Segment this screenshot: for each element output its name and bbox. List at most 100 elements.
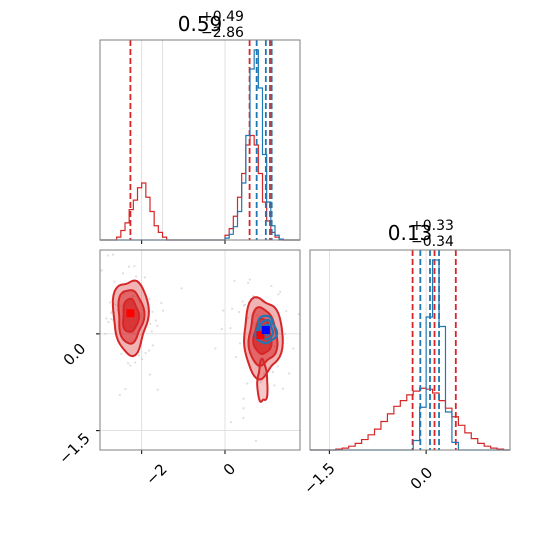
sample-dot bbox=[100, 269, 103, 272]
sample-dot bbox=[161, 309, 165, 312]
sample-dot bbox=[127, 265, 130, 268]
sample-dot bbox=[118, 393, 121, 397]
sample-dot bbox=[246, 316, 249, 320]
sample-dot bbox=[180, 287, 183, 290]
sample-dot bbox=[288, 372, 291, 375]
sample-dot bbox=[220, 327, 223, 331]
sample-dot bbox=[144, 352, 147, 355]
sample-dot bbox=[111, 253, 115, 256]
sample-dot bbox=[114, 303, 117, 306]
sample-dot bbox=[107, 321, 110, 324]
title-param1-minus: −2.86 bbox=[201, 25, 244, 41]
panel-joint-contour bbox=[96, 250, 301, 454]
sample-dot bbox=[229, 327, 232, 330]
panel-param2-hist: 0.13 +0.33 −0.34 bbox=[310, 218, 510, 454]
xtick-joint-0: 0 bbox=[220, 460, 239, 479]
sample-dot bbox=[104, 332, 107, 335]
sample-dot bbox=[297, 313, 301, 316]
ytick-joint-neg1.5: −1.5 bbox=[55, 429, 93, 467]
panel-param1-hist: 0.59 +0.49 −2.86 bbox=[100, 9, 300, 244]
sample-dot bbox=[105, 317, 108, 320]
sample-dot bbox=[156, 324, 159, 327]
sample-dot bbox=[238, 342, 242, 345]
param2-hist-series-1 bbox=[310, 259, 510, 451]
blue-contour-level0 bbox=[254, 314, 279, 345]
sample-dot bbox=[285, 309, 288, 313]
sample-dot bbox=[242, 416, 245, 419]
sample-dot bbox=[254, 439, 258, 443]
sample-dot bbox=[107, 254, 110, 257]
sample-dot bbox=[281, 387, 284, 390]
blue-contour-level2 bbox=[260, 323, 271, 337]
red-peak-marker-0 bbox=[126, 309, 135, 318]
sample-dot bbox=[148, 373, 152, 376]
sample-dot bbox=[241, 300, 244, 303]
sample-dot bbox=[135, 275, 138, 278]
sample-dot bbox=[270, 284, 273, 288]
sample-dot bbox=[273, 384, 276, 387]
param2-hist-series-0 bbox=[310, 387, 510, 451]
sample-dot bbox=[154, 319, 158, 322]
sample-dot bbox=[292, 347, 295, 350]
blue-peak-marker-0 bbox=[261, 326, 270, 334]
sample-dot bbox=[110, 311, 113, 315]
title-param2-median: 0.13 bbox=[388, 221, 433, 245]
sample-dot bbox=[214, 347, 217, 350]
sample-dot bbox=[151, 310, 154, 313]
sample-dot bbox=[156, 388, 159, 391]
ytick-joint-0.0: 0.0 bbox=[60, 340, 90, 370]
sample-dot bbox=[229, 421, 233, 424]
sample-dot bbox=[124, 387, 127, 391]
sample-dot bbox=[126, 362, 130, 365]
sample-dot bbox=[151, 344, 154, 347]
tick-labels: −2 0 −1.5 0.0 −1.5 0.0 bbox=[55, 340, 436, 498]
sample-dot bbox=[246, 382, 249, 385]
sample-dot bbox=[137, 354, 141, 357]
sample-dot bbox=[259, 381, 262, 384]
sample-dot bbox=[222, 309, 225, 312]
title-param2-plus: +0.33 bbox=[411, 218, 454, 234]
panel-param1-frame bbox=[99, 39, 301, 241]
sample-dot bbox=[234, 356, 238, 359]
sample-dot bbox=[248, 278, 251, 281]
sample-dot bbox=[279, 290, 282, 293]
panel-joint-frame bbox=[99, 249, 301, 451]
sample-dot bbox=[260, 379, 264, 382]
sample-dot bbox=[148, 297, 151, 301]
sample-dot bbox=[233, 279, 236, 282]
sample-dot bbox=[120, 352, 123, 355]
title-param2-minus: −0.34 bbox=[411, 234, 454, 250]
xtick-param2-0.0: 0.0 bbox=[407, 464, 437, 494]
sample-dot bbox=[276, 365, 279, 368]
title-param1: 0.59 bbox=[178, 12, 223, 36]
sample-dot bbox=[271, 370, 274, 373]
sample-dot bbox=[150, 330, 153, 333]
blue-contour-level1 bbox=[257, 318, 275, 341]
sample-dot bbox=[238, 310, 241, 314]
sample-dot bbox=[247, 281, 250, 284]
title-param1-plus: +0.49 bbox=[201, 9, 244, 25]
sample-dot bbox=[277, 293, 280, 296]
sample-dot bbox=[149, 322, 152, 326]
xtick-param2-neg1.5: −1.5 bbox=[300, 459, 338, 497]
sample-dot bbox=[242, 407, 245, 410]
title-param2: 0.13 bbox=[388, 221, 433, 245]
panel-param2-frame bbox=[309, 249, 511, 451]
sample-dot bbox=[242, 397, 245, 400]
sample-dot bbox=[283, 332, 287, 336]
sample-dot bbox=[133, 265, 136, 268]
sample-dot bbox=[141, 357, 144, 361]
red-peak-marker-1 bbox=[256, 331, 265, 340]
sample-dot bbox=[263, 372, 266, 375]
title-param1-median: 0.59 bbox=[178, 12, 223, 36]
sample-dot bbox=[121, 272, 125, 275]
sample-dot bbox=[148, 349, 151, 352]
sample-dot bbox=[160, 301, 163, 305]
sample-dot bbox=[108, 301, 111, 304]
sample-dot bbox=[231, 307, 234, 310]
sample-dot bbox=[133, 361, 137, 364]
sample-dot bbox=[129, 364, 132, 367]
red-contour-tail bbox=[256, 357, 269, 403]
sample-dot bbox=[244, 303, 247, 306]
